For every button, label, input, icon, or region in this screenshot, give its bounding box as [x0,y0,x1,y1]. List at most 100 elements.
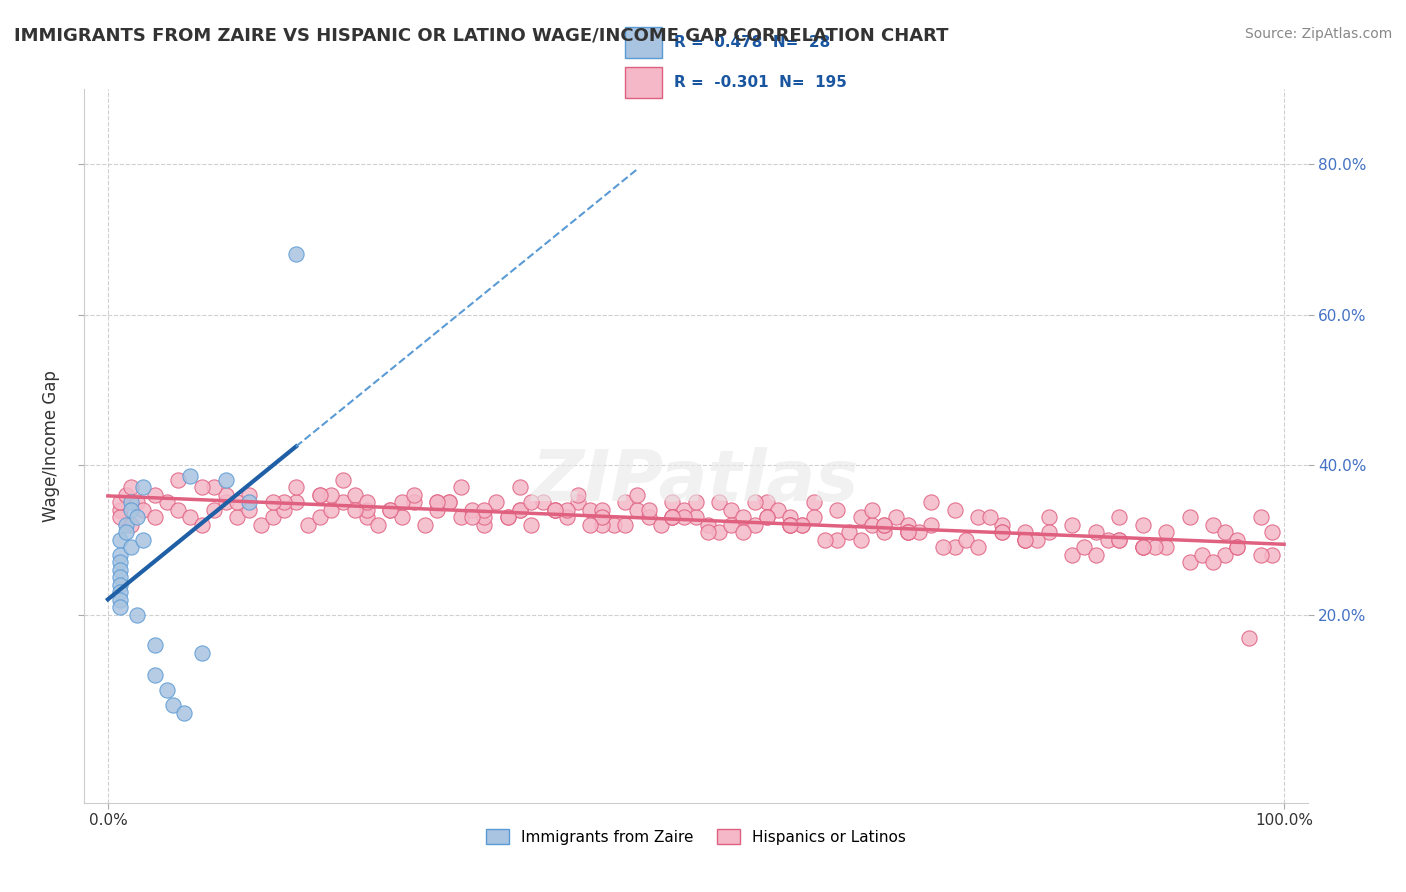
Point [825,533,848,547]
Point [173,706,195,720]
Point [191,646,214,660]
Point [120,541,142,555]
Point [779,517,801,532]
Point [108,510,131,524]
Point [873,517,896,532]
Point [1108,533,1130,547]
Point [308,510,330,524]
Point [803,495,825,509]
Point [1178,556,1201,570]
Point [602,517,624,532]
Point [156,495,179,509]
Point [1084,548,1107,562]
Point [156,683,179,698]
Point [214,495,236,509]
Point [932,541,955,555]
Point [496,510,519,524]
Text: R =  0.478  N=  28: R = 0.478 N= 28 [675,36,831,50]
Point [108,563,131,577]
Point [426,495,449,509]
Point [779,517,801,532]
Point [825,503,848,517]
Text: R =  -0.301  N=  195: R = -0.301 N= 195 [675,76,848,90]
Point [472,517,495,532]
Point [108,503,131,517]
Point [108,533,131,547]
Point [755,510,778,524]
Point [673,510,696,524]
Point [685,495,707,509]
Point [567,488,589,502]
Point [908,525,931,540]
Point [1237,631,1260,645]
Point [143,488,166,502]
Point [343,503,366,517]
Point [380,503,402,517]
Point [108,556,131,570]
Point [920,517,942,532]
Point [262,495,284,509]
Point [860,503,883,517]
Point [661,510,683,524]
Point [143,510,166,524]
FancyBboxPatch shape [624,27,662,58]
Point [120,503,142,517]
Point [132,533,155,547]
Point [202,503,225,517]
Point [626,488,648,502]
Point [437,495,460,509]
Point [591,503,613,517]
Point [943,541,966,555]
Point [108,548,131,562]
Point [696,525,718,540]
Point [214,473,236,487]
Point [496,510,519,524]
Point [709,495,731,509]
Point [191,480,214,494]
Point [249,517,271,532]
Point [402,488,425,502]
Point [579,517,602,532]
Point [520,517,543,532]
Point [108,495,131,509]
Point [1038,510,1060,524]
Point [120,480,142,494]
Point [544,503,567,517]
Point [132,503,155,517]
Point [132,480,155,494]
Point [979,510,1001,524]
Point [731,525,754,540]
Point [967,510,990,524]
Point [143,638,166,652]
Point [531,495,554,509]
Point [1191,548,1213,562]
Point [1132,541,1154,555]
Point [509,503,531,517]
Point [402,495,425,509]
Point [343,488,366,502]
Point [127,607,149,622]
Point [768,503,790,517]
Point [179,469,201,483]
Point [991,525,1014,540]
Point [1202,517,1225,532]
Point [814,533,837,547]
Point [1026,533,1049,547]
Point [884,510,907,524]
Text: Source: ZipAtlas.com: Source: ZipAtlas.com [1244,27,1392,41]
Point [127,495,149,509]
Point [1213,548,1236,562]
Point [897,525,920,540]
Point [991,517,1014,532]
Point [509,480,531,494]
Point [661,495,683,509]
Point [108,593,131,607]
Point [162,698,184,713]
Text: IMMIGRANTS FROM ZAIRE VS HISPANIC OR LATINO WAGE/INCOME GAP CORRELATION CHART: IMMIGRANTS FROM ZAIRE VS HISPANIC OR LAT… [14,27,949,45]
Point [238,503,260,517]
Point [308,488,330,502]
Point [1062,517,1084,532]
Point [273,495,295,509]
Point [285,495,308,509]
Point [544,503,567,517]
